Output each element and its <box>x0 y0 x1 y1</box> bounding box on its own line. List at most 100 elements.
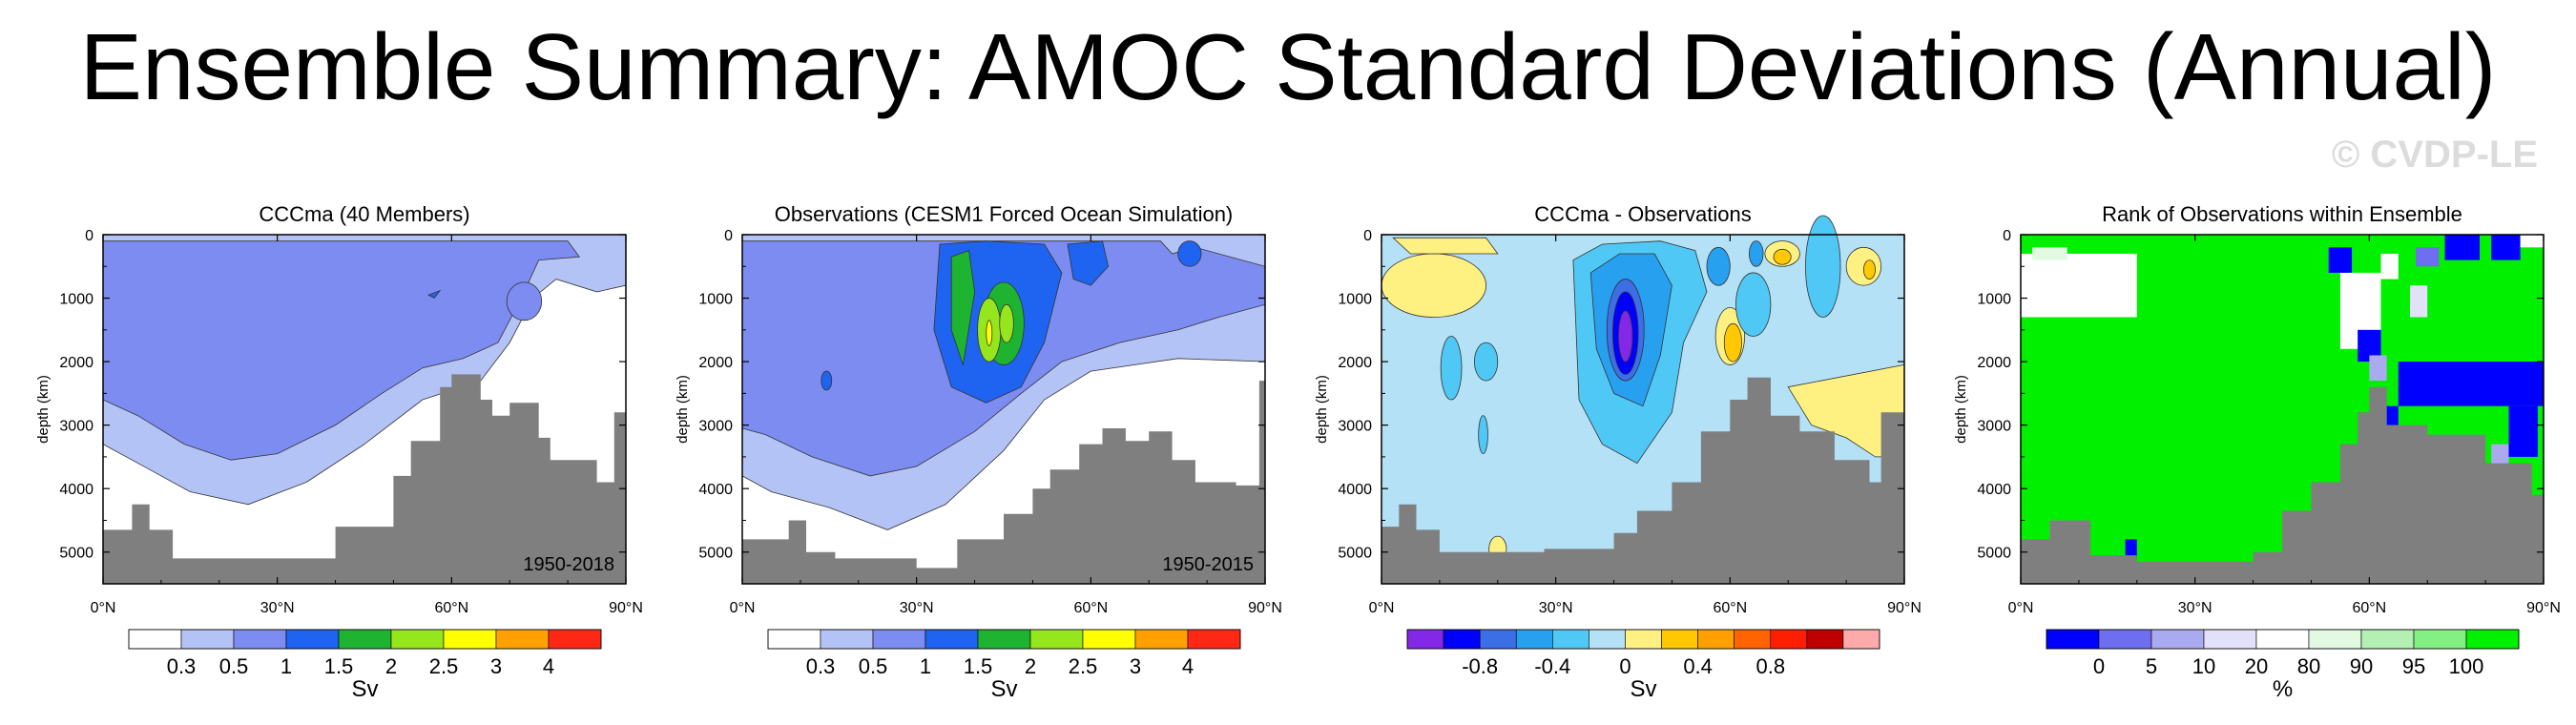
y-tick-label: 1000 <box>59 292 93 308</box>
colorbar-box <box>2098 629 2152 650</box>
period-annotation: 1950-2018 <box>523 554 614 575</box>
colorbar-box <box>2203 629 2257 650</box>
y-tick-label: 2000 <box>59 355 93 371</box>
panel-title: Observations (CESM1 Forced Ocean Simulat… <box>775 202 1234 226</box>
colorbar-label: 3 <box>1130 654 1141 678</box>
x-tick-label: 60°N <box>1073 600 1108 616</box>
y-tick-label: 0 <box>85 228 93 244</box>
period-annotation: 1950-2015 <box>1162 554 1254 575</box>
y-tick-label: 3000 <box>698 419 733 435</box>
rank-fill-5 <box>2416 247 2440 267</box>
contour-fill-0.5 <box>506 281 543 321</box>
rank-fill-10 <box>2369 355 2387 382</box>
plot-frame <box>2020 234 2545 585</box>
plot-frame <box>102 234 627 585</box>
rank-fill-0 <box>2398 362 2544 406</box>
contour-fill-1 <box>427 289 442 300</box>
y-tick-label: 0 <box>1363 228 1372 244</box>
y-tick-label: 5000 <box>1977 546 2011 562</box>
colorbar-box <box>1187 629 1241 650</box>
colorbar-label: 90 <box>2350 654 2373 678</box>
colorbar-box <box>548 629 602 650</box>
colorbar-label: 100 <box>2449 654 2484 678</box>
rank-fill-0 <box>2491 235 2521 260</box>
y-axis-label: depth (km) <box>675 375 691 444</box>
rank-fill-50 <box>2021 253 2137 318</box>
colorbar-box <box>2308 629 2362 650</box>
x-tick-label: 30°N <box>260 600 295 616</box>
colorbar-box <box>233 629 287 650</box>
colorbar-label: 0.4 <box>1683 654 1713 678</box>
y-tick-label: 5000 <box>698 546 733 562</box>
colorbar-box <box>1625 629 1662 650</box>
contour-fill--0.2 <box>1440 336 1463 401</box>
colorbar-box <box>767 629 821 650</box>
colorbar: 0.3 0.5 1 1.5 2 2.5 3 4 Sv <box>128 629 602 702</box>
colorbar-label: 10 <box>2192 654 2215 678</box>
y-tick-label: 5000 <box>59 546 93 562</box>
colorbar-box <box>1697 629 1735 650</box>
y-tick-label: 0 <box>724 228 733 244</box>
colorbar-label: 3 <box>490 654 502 678</box>
colorbar-box <box>285 629 340 650</box>
y-tick-label: 1000 <box>1338 292 1372 308</box>
colorbar-box <box>820 629 874 650</box>
colorbar-label: 95 <box>2402 654 2425 678</box>
contour-fill-1.5 <box>950 250 976 365</box>
colorbar-label: 0.8 <box>1755 654 1785 678</box>
panel-title: Rank of Observations within Ensemble <box>2102 202 2462 226</box>
colorbar-box <box>495 629 550 650</box>
colorbar: 0 5 10 20 80 90 95 100% <box>2046 629 2520 702</box>
y-tick-label: 1000 <box>698 292 733 308</box>
colorbar-box <box>2465 629 2520 650</box>
x-tick-label: 60°N <box>1713 600 1747 616</box>
contour-fill--0.2 <box>1805 215 1841 318</box>
colorbar-label: 2.5 <box>429 654 459 678</box>
colorbar-frame <box>2046 629 2520 650</box>
panel-cccma: 0 1000 2000 3000 4000 5000 0°N 30°N 60°N 90°N CCCm… <box>35 202 643 616</box>
colorbar-label: 0.5 <box>859 654 888 678</box>
x-tick-label: 30°N <box>2178 600 2212 616</box>
x-tick-label: 90°N <box>1248 600 1282 616</box>
colorbar-units: Sv <box>1630 676 1656 702</box>
y-tick-label: 3000 <box>1977 419 2011 435</box>
colorbar-box <box>1029 629 1084 650</box>
contour-fill-0.2 <box>1773 248 1792 265</box>
rank-fill-0 <box>2444 235 2481 260</box>
colorbar-box <box>128 629 182 650</box>
contour-fill--0.2 <box>1735 272 1772 337</box>
colorbar-units: % <box>2273 676 2293 702</box>
rank-fill-50 <box>2380 253 2399 280</box>
contour-fill-0.2 <box>1862 259 1876 280</box>
colorbar-box <box>1806 629 1844 650</box>
contour-fill-1 <box>1067 240 1110 286</box>
y-tick-label: 4000 <box>698 482 733 498</box>
colorbar-box <box>1443 629 1481 650</box>
colorbar-box <box>1734 629 1772 650</box>
contour-fill-0.1 <box>1392 237 1499 255</box>
x-tick-label: 0°N <box>730 600 756 616</box>
rank-fill-90 <box>2032 247 2067 260</box>
colorbar-label: -0.8 <box>1462 654 1498 678</box>
colorbar-box <box>338 629 392 650</box>
colorbar-label: 20 <box>2245 654 2268 678</box>
x-tick-label: 0°N <box>1369 600 1395 616</box>
colorbar-label: 5 <box>2146 654 2157 678</box>
panel-title: CCCma (40 Members) <box>259 202 469 226</box>
colorbar-label: 0.3 <box>806 654 836 678</box>
panel-difference: 0 1000 2000 3000 4000 5000 0°N 30°N 60°N 90°N CCCm… <box>1314 202 1922 616</box>
watermark: © CVDP-LE <box>2331 134 2538 176</box>
contour-fill-1 <box>821 370 833 391</box>
x-tick-label: 0°N <box>91 600 116 616</box>
colorbar: 0.3 0.5 1 1.5 2 2.5 3 4 Sv <box>767 629 1241 702</box>
y-axis-label: depth (km) <box>1953 375 1969 444</box>
contour-fill--0.2 <box>1478 415 1488 454</box>
x-tick-label: 90°N <box>1887 600 1922 616</box>
rank-fill-0 <box>2508 405 2538 457</box>
colorbar-label: 2.5 <box>1069 654 1098 678</box>
contour-fill--0.4 <box>1706 246 1731 286</box>
colorbar-box <box>1406 629 1444 650</box>
y-tick-label: 2000 <box>1977 355 2011 371</box>
page-title: Ensemble Summary: AMOC Standard Deviatio… <box>79 14 2497 119</box>
colorbar-box <box>443 629 497 650</box>
